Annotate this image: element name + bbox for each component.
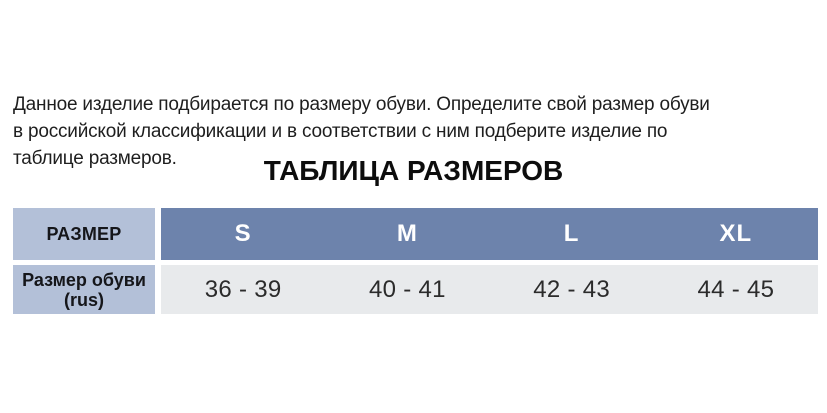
intro-line-3: таблице размеров.	[13, 148, 177, 169]
size-header-band: S M L XL	[161, 208, 818, 260]
size-table-header-row: РАЗМЕР S M L XL	[13, 208, 818, 260]
row-label-line-2: (rus)	[64, 289, 104, 310]
size-table-data-row: Размер обуви (rus) 36 - 39 40 - 41 42 - …	[13, 265, 818, 314]
shoe-range-s: 36 - 39	[204, 275, 282, 303]
intro-line-2: в российской классификации и в соответст…	[13, 121, 668, 142]
row-label-cell: Размер обуви (rus)	[13, 265, 155, 314]
size-header-xl: XL	[719, 220, 753, 247]
intro-line-1: Данное изделие подбирается по размеру об…	[13, 94, 710, 115]
size-table: РАЗМЕР S M L XL Размер обуви (rus) 36 - …	[13, 208, 818, 314]
column-gap	[155, 265, 161, 314]
shoe-range-l: 42 - 43	[533, 275, 611, 303]
corner-header-cell: РАЗМЕР	[13, 208, 155, 260]
size-header-m: M	[396, 220, 418, 247]
row-label-line-1: Размер обуви	[22, 269, 146, 290]
shoe-range-m: 40 - 41	[368, 275, 446, 303]
intro-paragraph: Данное изделие подбирается по размеру об…	[13, 91, 821, 172]
column-gap	[155, 208, 161, 260]
shoe-range-xl: 44 - 45	[697, 275, 775, 303]
size-table-title: ТАБЛИЦА РАЗМЕРОВ	[263, 155, 564, 186]
size-header-l: L	[563, 220, 580, 247]
size-header-s: S	[234, 220, 252, 247]
shoe-range-band: 36 - 39 40 - 41 42 - 43 44 - 45	[161, 265, 818, 314]
